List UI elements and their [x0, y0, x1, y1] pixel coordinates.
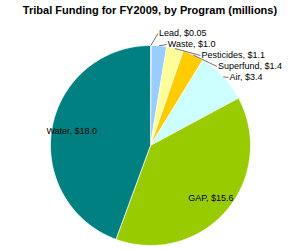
svg-text:Superfund, $1.4: Superfund, $1.4: [218, 61, 282, 71]
svg-text:Water, $18.0: Water, $18.0: [46, 126, 97, 136]
svg-text:Pesticides, $1.1: Pesticides, $1.1: [202, 50, 266, 60]
svg-text:GAP, $15.6: GAP, $15.6: [188, 193, 233, 203]
svg-text:Air, $3.4: Air, $3.4: [230, 72, 263, 82]
html-text:Tribal Funding for FY2009, by: Tribal Funding for FY2009, by Program (m…: [22, 4, 278, 16]
svg-text:Waste, $1.0: Waste, $1.0: [168, 39, 216, 49]
svg-text:Lead, $0.05: Lead, $0.05: [159, 28, 207, 38]
